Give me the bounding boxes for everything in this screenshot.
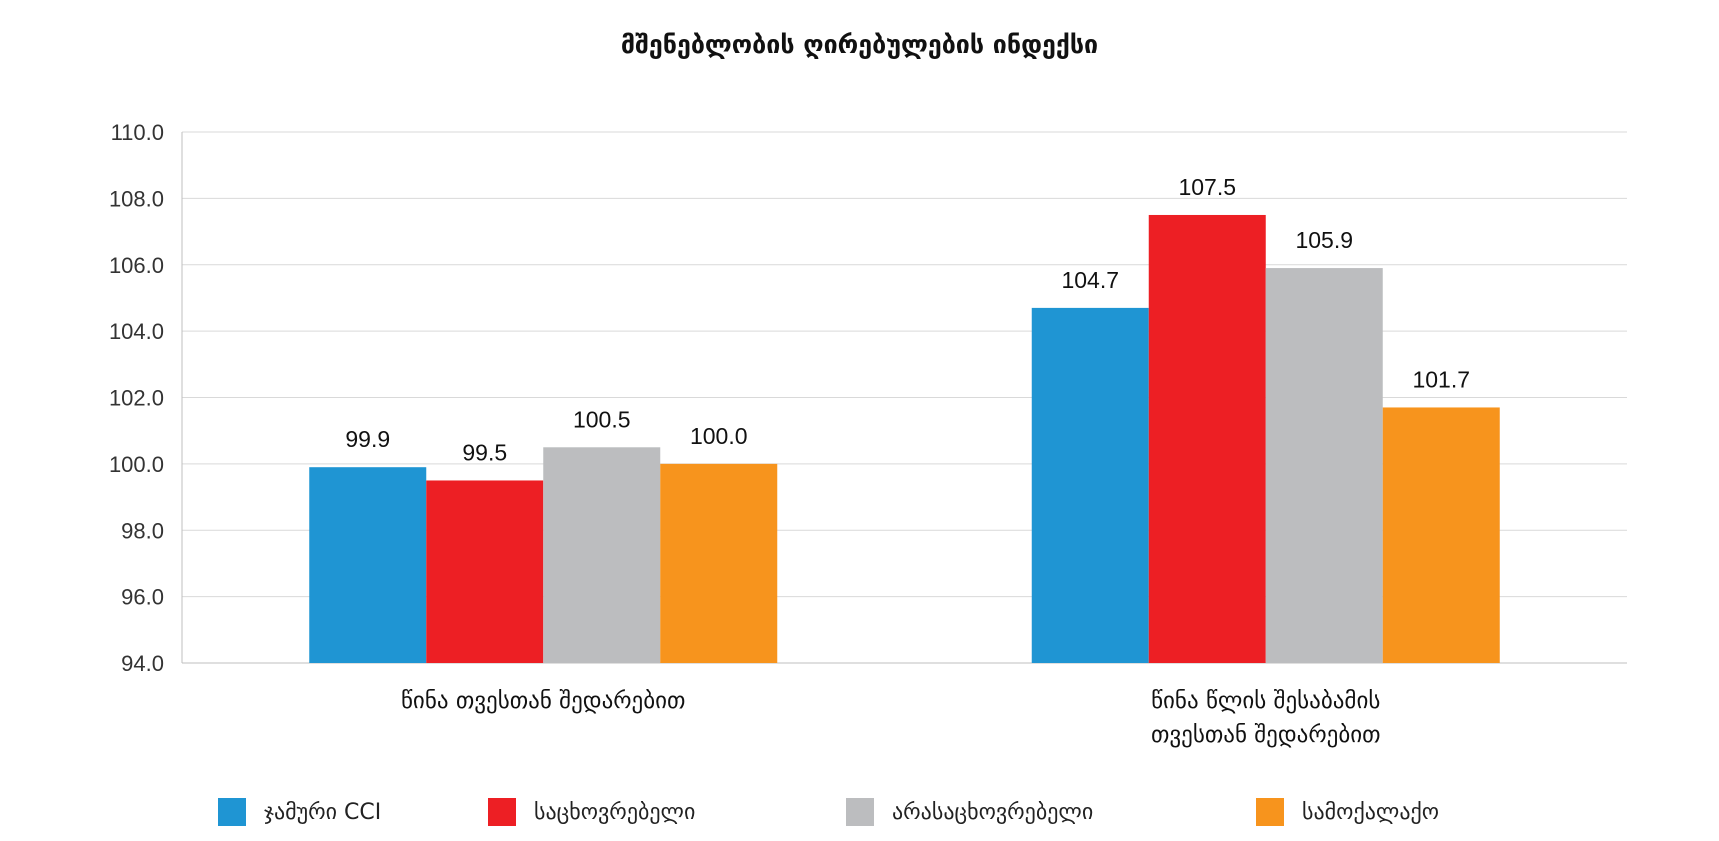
y-tick-label: 106.0 (109, 253, 164, 278)
legend-label: არასაცხოვრებელი (892, 799, 1094, 825)
y-tick-label: 96.0 (121, 585, 164, 610)
legend-swatch (846, 798, 874, 826)
legend-swatch (1256, 798, 1284, 826)
legend-item: არასაცხოვრებელი (846, 798, 1093, 826)
bar (660, 463, 778, 663)
y-tick-label: 110.0 (111, 120, 164, 145)
data-label: 105.9 (1295, 227, 1353, 253)
legend-item: საცხოვრებელი (488, 798, 695, 826)
bar (309, 467, 427, 663)
legend-label: ჯამური CCI (264, 799, 382, 825)
y-tick-label: 108.0 (109, 186, 164, 211)
data-label: 100.5 (573, 406, 631, 432)
y-tick-label: 94.0 (121, 651, 164, 676)
legend-item: ჯამური CCI (218, 798, 381, 826)
data-label: 99.5 (462, 439, 507, 465)
bar (1031, 307, 1149, 663)
data-label: 107.5 (1178, 174, 1236, 200)
y-tick-label: 100.0 (109, 452, 164, 477)
y-tick-label: 104.0 (109, 319, 164, 344)
legend-label: სამოქალაქო (1302, 799, 1440, 825)
chart-title: მშენებლობის ღირებულების ინდექსი (620, 30, 1099, 59)
data-label: 104.7 (1061, 267, 1119, 293)
bar (426, 480, 544, 663)
bar (1382, 407, 1500, 663)
x-tick-label: თვესთან შედარებით (1151, 722, 1381, 748)
bar (1148, 214, 1266, 663)
bar (1265, 268, 1383, 663)
legend-swatch (218, 798, 246, 826)
data-label: 100.0 (690, 423, 748, 449)
legend-item: სამოქალაქო (1256, 798, 1439, 826)
y-tick-label: 98.0 (121, 518, 164, 543)
legend-label: საცხოვრებელი (534, 799, 696, 825)
bar (543, 447, 661, 663)
y-tick-label: 102.0 (109, 386, 164, 411)
x-tick-label: წინა თვესთან შედარებით (401, 688, 685, 714)
data-label: 101.7 (1412, 366, 1470, 392)
legend-swatch (488, 798, 516, 826)
x-tick-label: წინა წლის შესაბამის (1151, 688, 1380, 714)
data-label: 99.9 (345, 426, 390, 452)
